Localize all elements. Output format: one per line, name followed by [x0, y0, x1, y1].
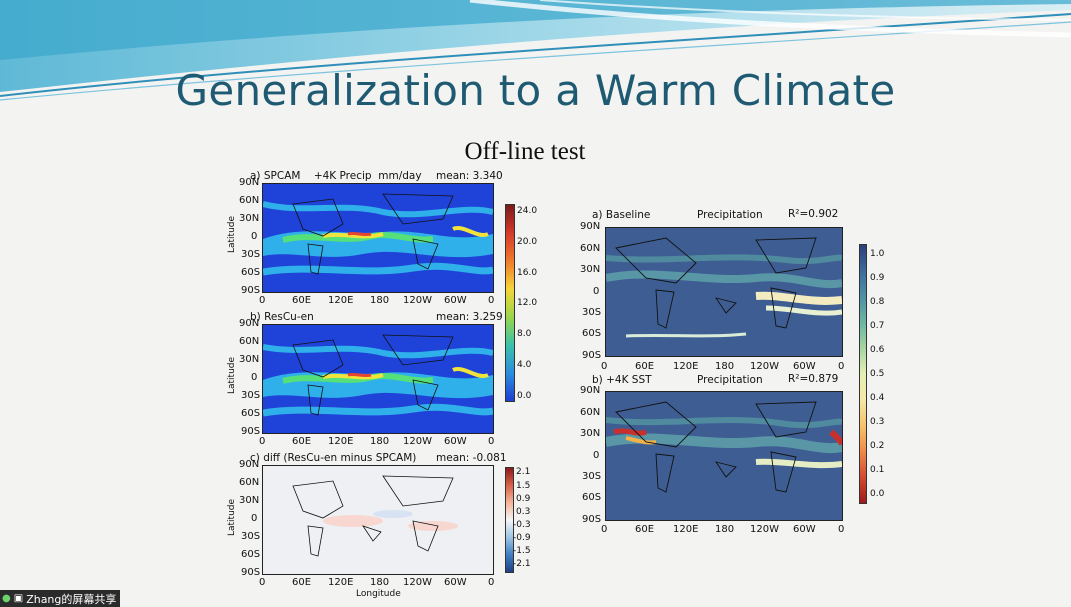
- panel-a-ylabel: Latitude: [227, 215, 237, 253]
- diff-colorbar: [505, 467, 514, 573]
- slide-title: Generalization to a Warm Climate: [175, 66, 896, 115]
- r-panel-b-variable: Precipitation: [697, 374, 763, 386]
- panel-c-heading: c) diff (ResCu-en minus SPCAM): [250, 452, 417, 464]
- panel-c-map: [262, 465, 494, 575]
- panel-b-map: [262, 324, 494, 434]
- panel-c-ylabel: Latitude: [227, 498, 237, 536]
- r-panel-b-heading: b) +4K SST: [592, 374, 652, 386]
- r-panel-b-map: [605, 391, 843, 521]
- banner-decoration: [0, 0, 1071, 110]
- r-panel-a-r2: R²=0.902: [788, 208, 839, 220]
- panel-b-heading: b) ResCu-en: [250, 311, 314, 323]
- screen-share-label: Zhang的屏幕共享: [26, 592, 117, 606]
- panel-b-ylabel: Latitude: [227, 356, 237, 394]
- r-panel-a-variable: Precipitation: [697, 209, 763, 221]
- mic-icon[interactable]: ●: [2, 593, 11, 604]
- panel-a-map: [262, 183, 494, 293]
- slide-subtitle: Off-line test: [464, 138, 586, 165]
- screen-share-icon[interactable]: ▣: [13, 593, 24, 604]
- panel-c-mean: mean: -0.081: [436, 452, 507, 464]
- r-panel-b-r2: R²=0.879: [788, 373, 839, 385]
- r-panel-a-heading: a) Baseline: [592, 209, 651, 221]
- panel-b-mean: mean: 3.259: [436, 311, 503, 323]
- precip-colorbar: [505, 204, 515, 402]
- screen-share-bar[interactable]: ● ▣ Zhang的屏幕共享: [0, 590, 120, 607]
- r2-colorbar: [859, 244, 867, 504]
- panel-c-xlabel: Longitude: [356, 589, 401, 599]
- panel-a-heading: a) SPCAM +4K Precip mm/day: [250, 170, 422, 182]
- r-panel-a-map: [605, 227, 843, 357]
- panel-a-mean: mean: 3.340: [436, 170, 503, 182]
